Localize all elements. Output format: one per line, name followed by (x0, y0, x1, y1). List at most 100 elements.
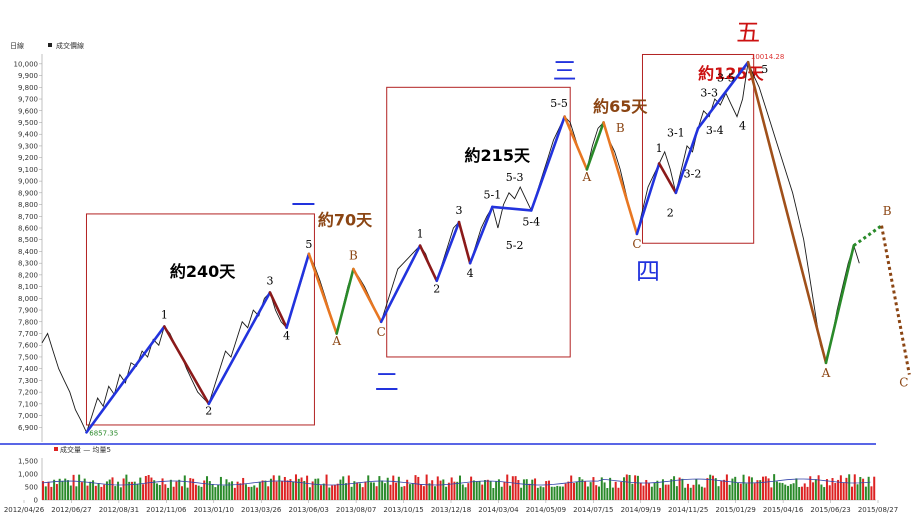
volume-bar (69, 485, 72, 500)
volume-bar (534, 478, 537, 500)
wave-label: C (632, 237, 641, 251)
volume-bar (250, 486, 253, 500)
y-tick-label: 7,900 (18, 307, 38, 315)
volume-bar (433, 486, 436, 500)
volume-bar (481, 484, 484, 500)
volume-bar (698, 484, 701, 500)
volume-bar (264, 480, 267, 500)
volume-bar (239, 483, 242, 500)
volume-bar (53, 479, 56, 500)
volume-bar (695, 479, 698, 500)
volume-bar (575, 481, 578, 500)
volume-bar (350, 486, 353, 500)
volume-bar (367, 475, 370, 500)
volume-bar (147, 475, 150, 500)
wave-label: 1 (161, 308, 168, 321)
wave-label: 1 (417, 227, 424, 240)
volume-bar (503, 481, 506, 500)
volume-bar (189, 478, 192, 500)
volume-bar (842, 482, 845, 500)
volume-bar (789, 484, 792, 500)
volume-bar (161, 478, 164, 500)
volume-bar (848, 474, 851, 500)
wave-segment (457, 220, 472, 265)
volume-bar (825, 479, 828, 500)
y-tick-label: 9,500 (18, 119, 38, 127)
volume-bar (703, 487, 706, 500)
wave-label: 3-4 (706, 124, 724, 137)
volume-bar (119, 487, 122, 500)
volume-bar (470, 476, 473, 500)
wave-degree-label: 二 (375, 368, 399, 396)
wave-segment (468, 205, 494, 265)
volume-bar (625, 474, 628, 500)
x-tick-label: 2014/11/25 (668, 506, 708, 514)
volume-bar (511, 476, 514, 500)
volume-bar (231, 481, 234, 500)
volume-bar (361, 487, 364, 500)
volume-bar (392, 475, 395, 500)
wave-segment (585, 121, 605, 171)
volume-bar (670, 479, 673, 500)
box-label: 約215天 (465, 146, 531, 165)
y-tick-label: 8,600 (18, 225, 38, 233)
volume-bar (308, 487, 311, 500)
volume-bar (197, 485, 200, 500)
volume-bar (347, 475, 350, 500)
wave-segment (85, 325, 166, 434)
volume-bar (500, 486, 503, 500)
volume-bar (283, 476, 286, 500)
volume-bar (653, 482, 656, 500)
volume-bar (536, 487, 539, 500)
volume-bar (395, 482, 398, 500)
volume-bar (831, 478, 834, 500)
volume-bar (728, 484, 731, 500)
volume-bar (787, 485, 790, 500)
y-tick-label: 8,300 (18, 260, 38, 268)
volume-bar (495, 481, 498, 500)
volume-bar (598, 486, 600, 500)
y-tick-label: 7,200 (18, 389, 38, 397)
volume-bar (269, 478, 272, 500)
volume-bar (169, 479, 172, 500)
volume-bar (144, 475, 147, 500)
volume-bar (364, 481, 367, 500)
volume-bar (773, 474, 776, 500)
volume-bar (650, 486, 653, 500)
y-tick-label: 7,600 (18, 342, 38, 350)
wave-segment (563, 115, 589, 171)
volume-bar (211, 484, 214, 500)
wave-segment (285, 252, 311, 329)
wave-segment (418, 244, 439, 283)
volume-bar (303, 480, 306, 500)
volume-bar (130, 481, 133, 500)
volume-bar (67, 480, 70, 500)
wave-segment (674, 127, 700, 195)
volume-bar (64, 478, 67, 500)
y-tick-label: 6,900 (18, 424, 38, 432)
volume-bar (111, 477, 114, 500)
x-tick-label: 2013/08/07 (336, 506, 376, 514)
volume-bar (428, 483, 431, 500)
wave-degree-label: 三 (553, 57, 577, 85)
volume-bar (136, 484, 139, 500)
volume-bar (183, 475, 186, 500)
volume-bar (636, 475, 639, 500)
volume-bar (244, 484, 247, 500)
volume-bar (306, 475, 309, 500)
volume-bar (592, 477, 595, 500)
wave-label: 1 (656, 142, 663, 155)
volume-bar (328, 487, 331, 500)
volume-bar (814, 479, 817, 500)
volume-bar (225, 479, 228, 500)
volume-bar (820, 484, 823, 500)
volume-bar (509, 485, 512, 500)
volume-bar (72, 474, 75, 500)
volume-bar (759, 480, 762, 500)
volume-bar (767, 478, 770, 500)
volume-bar (864, 486, 867, 500)
box-label: 約240天 (170, 262, 236, 281)
y-tick-label: 9,700 (18, 96, 38, 104)
wave-segment (352, 267, 383, 324)
volume-bar (233, 487, 236, 500)
